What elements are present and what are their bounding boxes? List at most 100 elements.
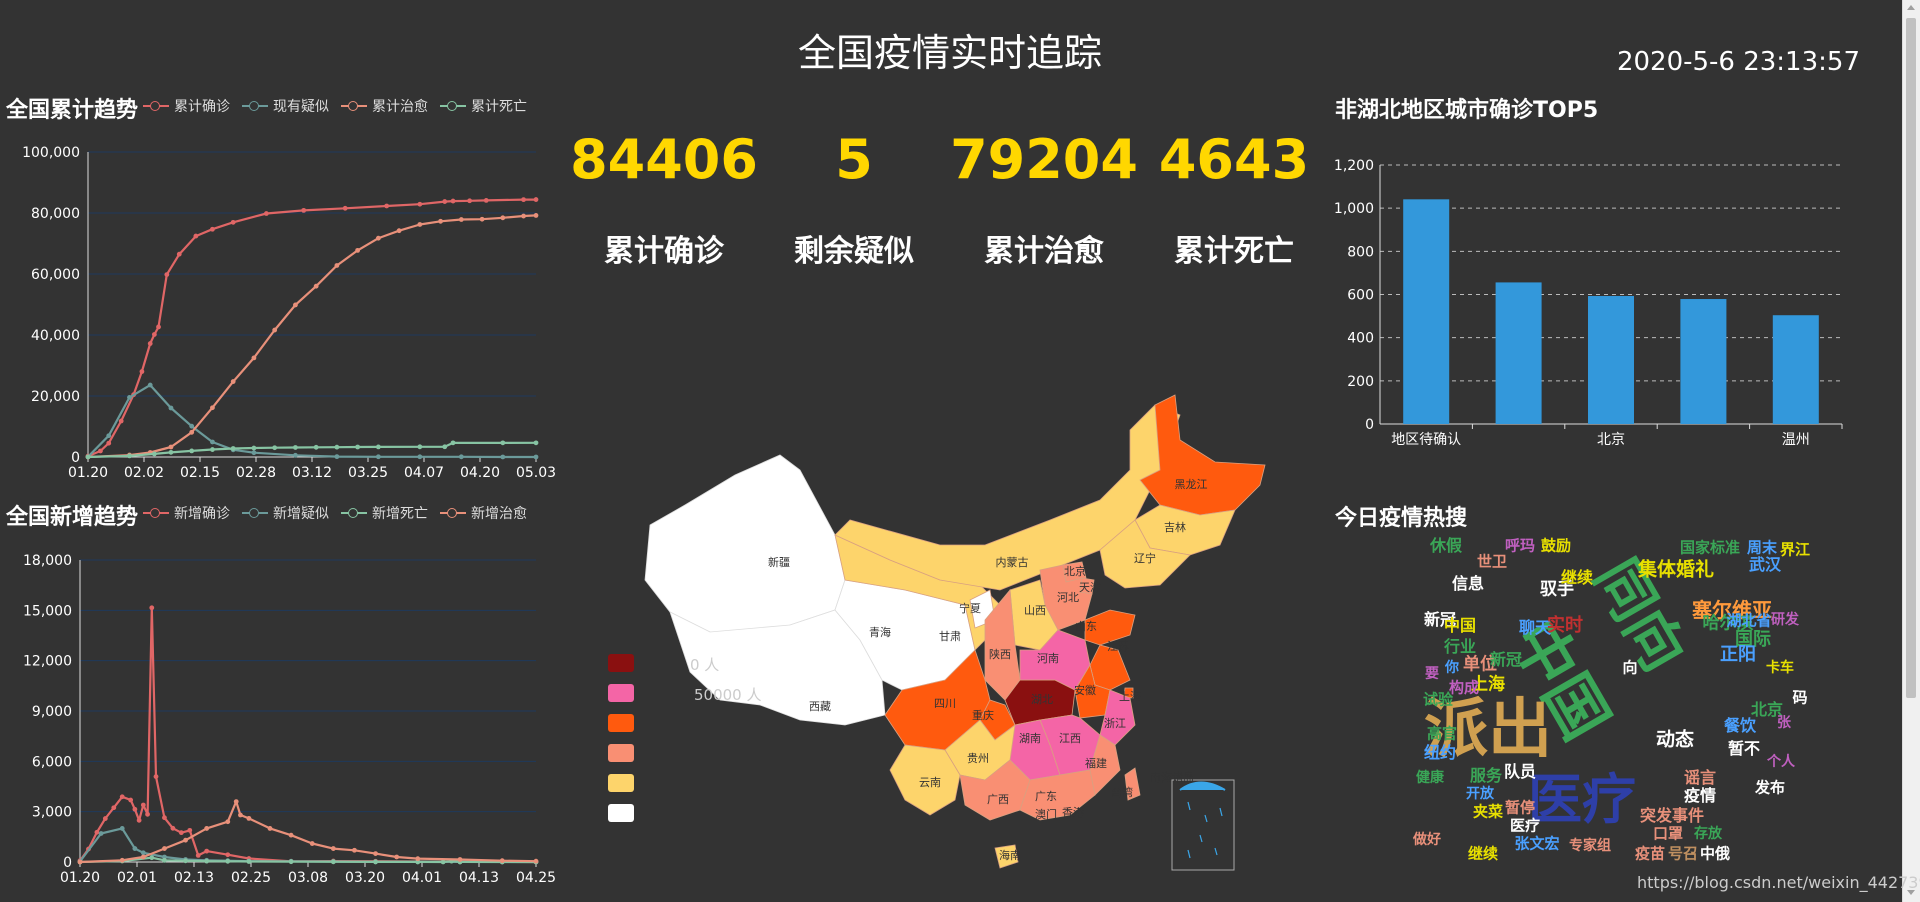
wordcloud-word[interactable]: 卡车 bbox=[1766, 660, 1794, 676]
data-point[interactable] bbox=[533, 197, 539, 202]
wordcloud-word[interactable]: 突发事件 bbox=[1639, 806, 1705, 825]
data-point[interactable] bbox=[176, 251, 182, 257]
data-point[interactable] bbox=[293, 302, 298, 308]
wordcloud-word[interactable]: 队员 bbox=[1503, 762, 1537, 781]
data-point[interactable] bbox=[164, 272, 170, 277]
map-region-shandong[interactable] bbox=[1084, 609, 1136, 646]
series-line-累计确诊[interactable] bbox=[87, 198, 536, 458]
data-point[interactable] bbox=[189, 429, 195, 435]
data-point[interactable] bbox=[533, 454, 539, 460]
bar[interactable] bbox=[1680, 299, 1727, 424]
data-point[interactable] bbox=[521, 213, 526, 219]
data-point[interactable] bbox=[272, 445, 278, 451]
data-point[interactable] bbox=[210, 405, 215, 411]
data-point[interactable] bbox=[139, 369, 145, 374]
data-point[interactable] bbox=[132, 806, 138, 812]
data-point[interactable] bbox=[210, 447, 215, 452]
data-point[interactable] bbox=[111, 805, 117, 811]
data-point[interactable] bbox=[375, 454, 381, 460]
visual-map-swatch[interactable] bbox=[608, 744, 634, 762]
data-point[interactable] bbox=[313, 444, 319, 450]
wordcloud-word[interactable]: 单位 bbox=[1463, 654, 1497, 675]
map-region-xinjiang[interactable] bbox=[644, 454, 846, 636]
data-point[interactable] bbox=[415, 859, 421, 865]
data-point[interactable] bbox=[189, 448, 195, 454]
wordcloud-word[interactable]: 呼玛 bbox=[1504, 536, 1536, 555]
data-point[interactable] bbox=[394, 854, 400, 860]
data-point[interactable] bbox=[106, 433, 112, 439]
data-point[interactable] bbox=[375, 444, 381, 450]
data-point[interactable] bbox=[309, 841, 315, 846]
data-point[interactable] bbox=[355, 247, 361, 253]
data-point[interactable] bbox=[330, 846, 336, 851]
data-point[interactable] bbox=[396, 228, 402, 234]
data-point[interactable] bbox=[178, 830, 184, 836]
data-point[interactable] bbox=[230, 379, 236, 384]
data-point[interactable] bbox=[189, 423, 195, 429]
data-point[interactable] bbox=[293, 445, 298, 450]
wordcloud-word[interactable]: 国家标准 bbox=[1679, 538, 1741, 557]
data-point[interactable] bbox=[267, 826, 273, 831]
data-point[interactable] bbox=[162, 854, 167, 860]
wordcloud-word[interactable]: 餐饮 bbox=[1723, 716, 1757, 735]
wordcloud-word[interactable]: 试验 bbox=[1422, 690, 1454, 709]
cumulative-legend-item[interactable]: 现有疑似 bbox=[242, 96, 329, 116]
wordcloud-word[interactable]: 继续 bbox=[1560, 568, 1594, 587]
data-point[interactable] bbox=[127, 453, 132, 459]
data-point[interactable] bbox=[288, 859, 294, 865]
data-point[interactable] bbox=[136, 817, 142, 823]
wordcloud-word[interactable]: 信息 bbox=[1451, 574, 1485, 593]
data-point[interactable] bbox=[102, 816, 108, 821]
wordcloud-word[interactable]: 上海 bbox=[1471, 674, 1505, 695]
data-point[interactable] bbox=[384, 203, 390, 209]
data-point[interactable] bbox=[225, 852, 231, 858]
data-point[interactable] bbox=[98, 831, 104, 836]
data-point[interactable] bbox=[187, 827, 193, 833]
wordcloud-word[interactable]: 暂不 bbox=[1727, 739, 1761, 758]
data-point[interactable] bbox=[156, 324, 161, 330]
data-point[interactable] bbox=[85, 454, 91, 460]
data-point[interactable] bbox=[373, 851, 378, 857]
wordcloud-word[interactable]: 医疗 bbox=[1528, 768, 1636, 831]
wordcloud-word[interactable]: 动态 bbox=[1655, 728, 1695, 751]
wordcloud-word[interactable]: 派出 bbox=[1424, 693, 1552, 767]
data-point[interactable] bbox=[288, 832, 294, 838]
data-point[interactable] bbox=[127, 394, 132, 400]
data-point[interactable] bbox=[458, 217, 464, 222]
data-point[interactable] bbox=[483, 198, 489, 203]
data-point[interactable] bbox=[118, 418, 124, 424]
data-point[interactable] bbox=[251, 355, 257, 361]
wordcloud-word[interactable]: 开放 bbox=[1466, 786, 1494, 802]
data-point[interactable] bbox=[119, 794, 125, 800]
cumulative-legend-item[interactable]: 累计死亡 bbox=[440, 96, 527, 116]
wordcloud-word[interactable]: 继续 bbox=[1467, 844, 1499, 863]
data-point[interactable] bbox=[415, 856, 421, 862]
wordcloud-word[interactable]: 发布 bbox=[1754, 778, 1786, 797]
wordcloud-word[interactable]: 世卫 bbox=[1476, 552, 1508, 571]
data-point[interactable] bbox=[533, 858, 539, 864]
vertical-scrollbar[interactable] bbox=[1902, 0, 1920, 902]
wordcloud-word[interactable]: 聊天 bbox=[1518, 618, 1552, 637]
data-point[interactable] bbox=[195, 852, 201, 858]
wordcloud-word[interactable]: 疫苗 bbox=[1634, 844, 1666, 863]
bar[interactable] bbox=[1588, 296, 1634, 424]
wordcloud-word[interactable]: 休假 bbox=[1429, 536, 1463, 555]
cumulative-legend-item[interactable]: 累计确诊 bbox=[143, 96, 230, 116]
wordcloud-word[interactable]: 新冠 bbox=[1489, 650, 1523, 669]
series-line-新增确诊[interactable] bbox=[79, 606, 537, 864]
wordcloud-word[interactable]: 夹菜 bbox=[1472, 802, 1504, 821]
data-point[interactable] bbox=[417, 222, 423, 227]
map-region-yunnan[interactable] bbox=[889, 744, 961, 816]
map-region-fujian[interactable] bbox=[1089, 734, 1121, 796]
cumulative-legend-item[interactable]: 累计治愈 bbox=[341, 96, 428, 116]
wordcloud-word[interactable]: 专家组 bbox=[1569, 838, 1611, 854]
wordcloud-word[interactable]: 中俄 bbox=[1699, 844, 1731, 863]
wordcloud-word[interactable]: 暂停 bbox=[1504, 798, 1536, 817]
wordcloud-word[interactable]: 个人 bbox=[1767, 754, 1795, 770]
data-point[interactable] bbox=[119, 857, 125, 863]
data-point[interactable] bbox=[458, 454, 464, 460]
map-region-shanghai[interactable] bbox=[1123, 687, 1134, 699]
data-point[interactable] bbox=[330, 859, 336, 865]
data-point[interactable] bbox=[440, 859, 446, 865]
data-point[interactable] bbox=[162, 857, 167, 863]
